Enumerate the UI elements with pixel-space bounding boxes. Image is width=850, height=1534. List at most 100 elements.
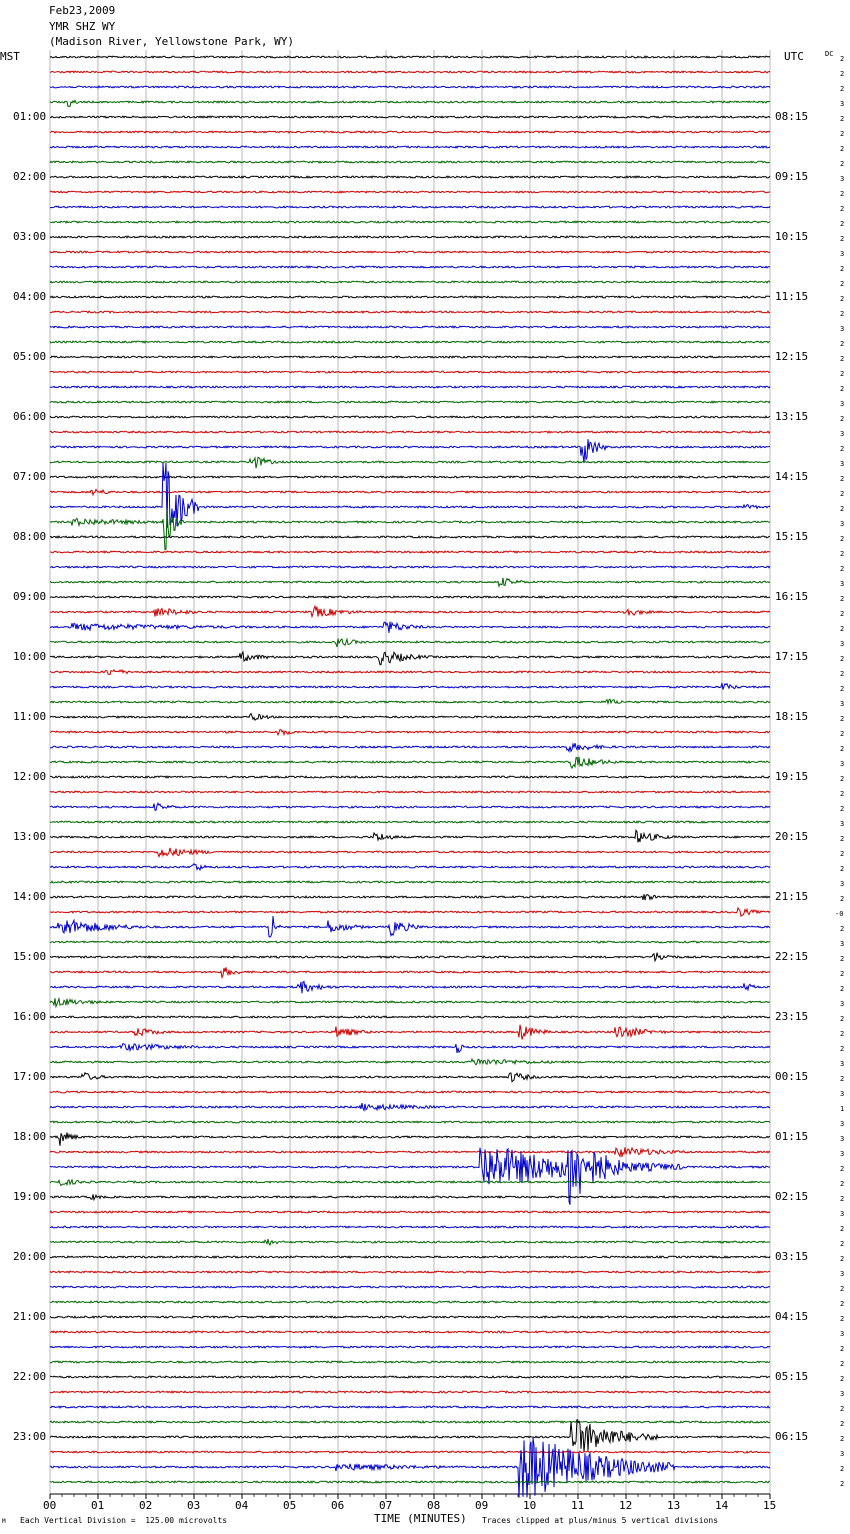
- dc-value: 3: [840, 1060, 845, 1068]
- dc-value: 2: [840, 205, 845, 213]
- trace-row-7: [49, 160, 771, 164]
- trace-row-89: [49, 1390, 771, 1394]
- trace-row-50: [49, 801, 771, 811]
- dc-value: 2: [840, 955, 845, 963]
- trace-row-30: [49, 462, 771, 528]
- mst-hour-label: 22:00: [13, 1370, 47, 1383]
- trace-row-17: [49, 310, 771, 314]
- dc-value: 2: [840, 235, 845, 243]
- mst-hour-label: 08:00: [13, 530, 47, 543]
- dc-value: 2: [840, 475, 845, 483]
- trace-row-18: [49, 325, 771, 329]
- dc-value: 3: [840, 1150, 845, 1158]
- mst-hour-label: 13:00: [13, 830, 47, 843]
- dc-value: 1: [840, 1105, 845, 1113]
- trace-row-57: [50, 906, 771, 918]
- dc-value: 3: [840, 700, 845, 708]
- dc-value: 2: [840, 790, 845, 798]
- dc-value: 2: [840, 55, 845, 63]
- dc-value: 2: [840, 895, 845, 903]
- dc-value: 2: [840, 730, 845, 738]
- trace-row-36: [49, 595, 771, 599]
- x-tick-label: 09: [475, 1499, 489, 1512]
- dc-value: 2: [840, 625, 845, 633]
- trace-row-55: [49, 880, 771, 884]
- trace-row-77: [49, 1210, 771, 1214]
- trace-row-76: [49, 1193, 771, 1202]
- x-tick-label: 08: [427, 1499, 441, 1512]
- dc-value: -0: [835, 910, 844, 918]
- trace-row-41: [49, 668, 771, 676]
- dc-value: 2: [840, 550, 845, 558]
- dc-value: 2: [840, 145, 845, 153]
- utc-hour-label: 12:15: [775, 350, 809, 363]
- dc-value: 3: [840, 820, 845, 828]
- utc-hour-label: 17:15: [775, 650, 809, 663]
- dc-value: 2: [840, 1300, 845, 1308]
- trace-row-47: [49, 756, 771, 770]
- utc-hour-label: 23:15: [775, 1010, 809, 1023]
- dc-value: 2: [840, 1285, 845, 1293]
- dc-value: 2: [840, 1405, 845, 1413]
- x-tick-label: 03: [187, 1499, 201, 1512]
- utc-hour-label: 13:15: [775, 410, 809, 423]
- trace-row-20: [49, 355, 771, 359]
- dc-label: DC: [825, 50, 834, 58]
- dc-value: 3: [840, 1390, 845, 1398]
- dc-value: 3: [840, 325, 845, 333]
- x-tick-label: 11: [571, 1499, 585, 1512]
- dc-value: 3: [840, 760, 845, 768]
- utc-hour-label: 21:15: [775, 890, 809, 903]
- dc-value: 2: [840, 85, 845, 93]
- dc-value: 3: [840, 880, 845, 888]
- trace-row-28: [49, 475, 771, 479]
- dc-value: 2: [840, 1225, 845, 1233]
- dc-value: 2: [840, 985, 845, 993]
- trace-row-84: [49, 1315, 771, 1319]
- trace-row-68: [49, 1071, 771, 1083]
- dc-value: 3: [840, 175, 845, 183]
- trace-row-53: [49, 847, 771, 859]
- trace-row-5: [49, 130, 771, 134]
- dc-value: 2: [840, 805, 845, 813]
- trace-row-25: [49, 430, 771, 434]
- trace-row-26: [49, 439, 771, 464]
- mst-hour-label: 18:00: [13, 1130, 47, 1143]
- x-axis-label: TIME (MINUTES): [374, 1512, 467, 1525]
- dc-value: 2: [840, 850, 845, 858]
- trace-row-0: [49, 55, 771, 59]
- trace-row-37: [49, 604, 771, 619]
- x-tick-label: 15: [763, 1499, 777, 1512]
- dc-value: 2: [840, 295, 845, 303]
- utc-hour-label: 08:15: [775, 110, 809, 123]
- trace-row-73: [49, 1146, 771, 1158]
- x-tick-label: 01: [91, 1499, 105, 1512]
- dc-value: 2: [840, 1165, 845, 1173]
- trace-row-63: [49, 996, 771, 1009]
- trace-row-6: [49, 145, 771, 149]
- utc-hour-label: 02:15: [775, 1190, 809, 1203]
- trace-row-70: [49, 1103, 771, 1112]
- dc-value: 2: [840, 1345, 845, 1353]
- trace-row-13: [49, 250, 771, 254]
- trace-row-33: [50, 550, 771, 554]
- minute-gridlines: [49, 50, 771, 1494]
- dc-value: 2: [840, 340, 845, 348]
- dc-value: 2: [840, 1465, 845, 1473]
- dc-value: 2: [840, 565, 845, 573]
- trace-row-62: [49, 980, 770, 994]
- dc-value: 2: [840, 1480, 845, 1488]
- trace-row-15: [49, 280, 771, 284]
- trace-row-23: [49, 400, 771, 404]
- dc-value: 3: [840, 1135, 845, 1143]
- mst-hour-label: 15:00: [13, 950, 47, 963]
- trace-row-93: [49, 1450, 771, 1454]
- dc-value: 3: [840, 250, 845, 258]
- utc-hour-label: 18:15: [775, 710, 809, 723]
- dc-value: 2: [840, 595, 845, 603]
- trace-row-10: [49, 205, 771, 209]
- x-tick-label: 14: [715, 1499, 729, 1512]
- dc-value: 3: [840, 1090, 845, 1098]
- trace-row-12: [49, 235, 771, 239]
- mst-hour-label: 19:00: [13, 1190, 47, 1203]
